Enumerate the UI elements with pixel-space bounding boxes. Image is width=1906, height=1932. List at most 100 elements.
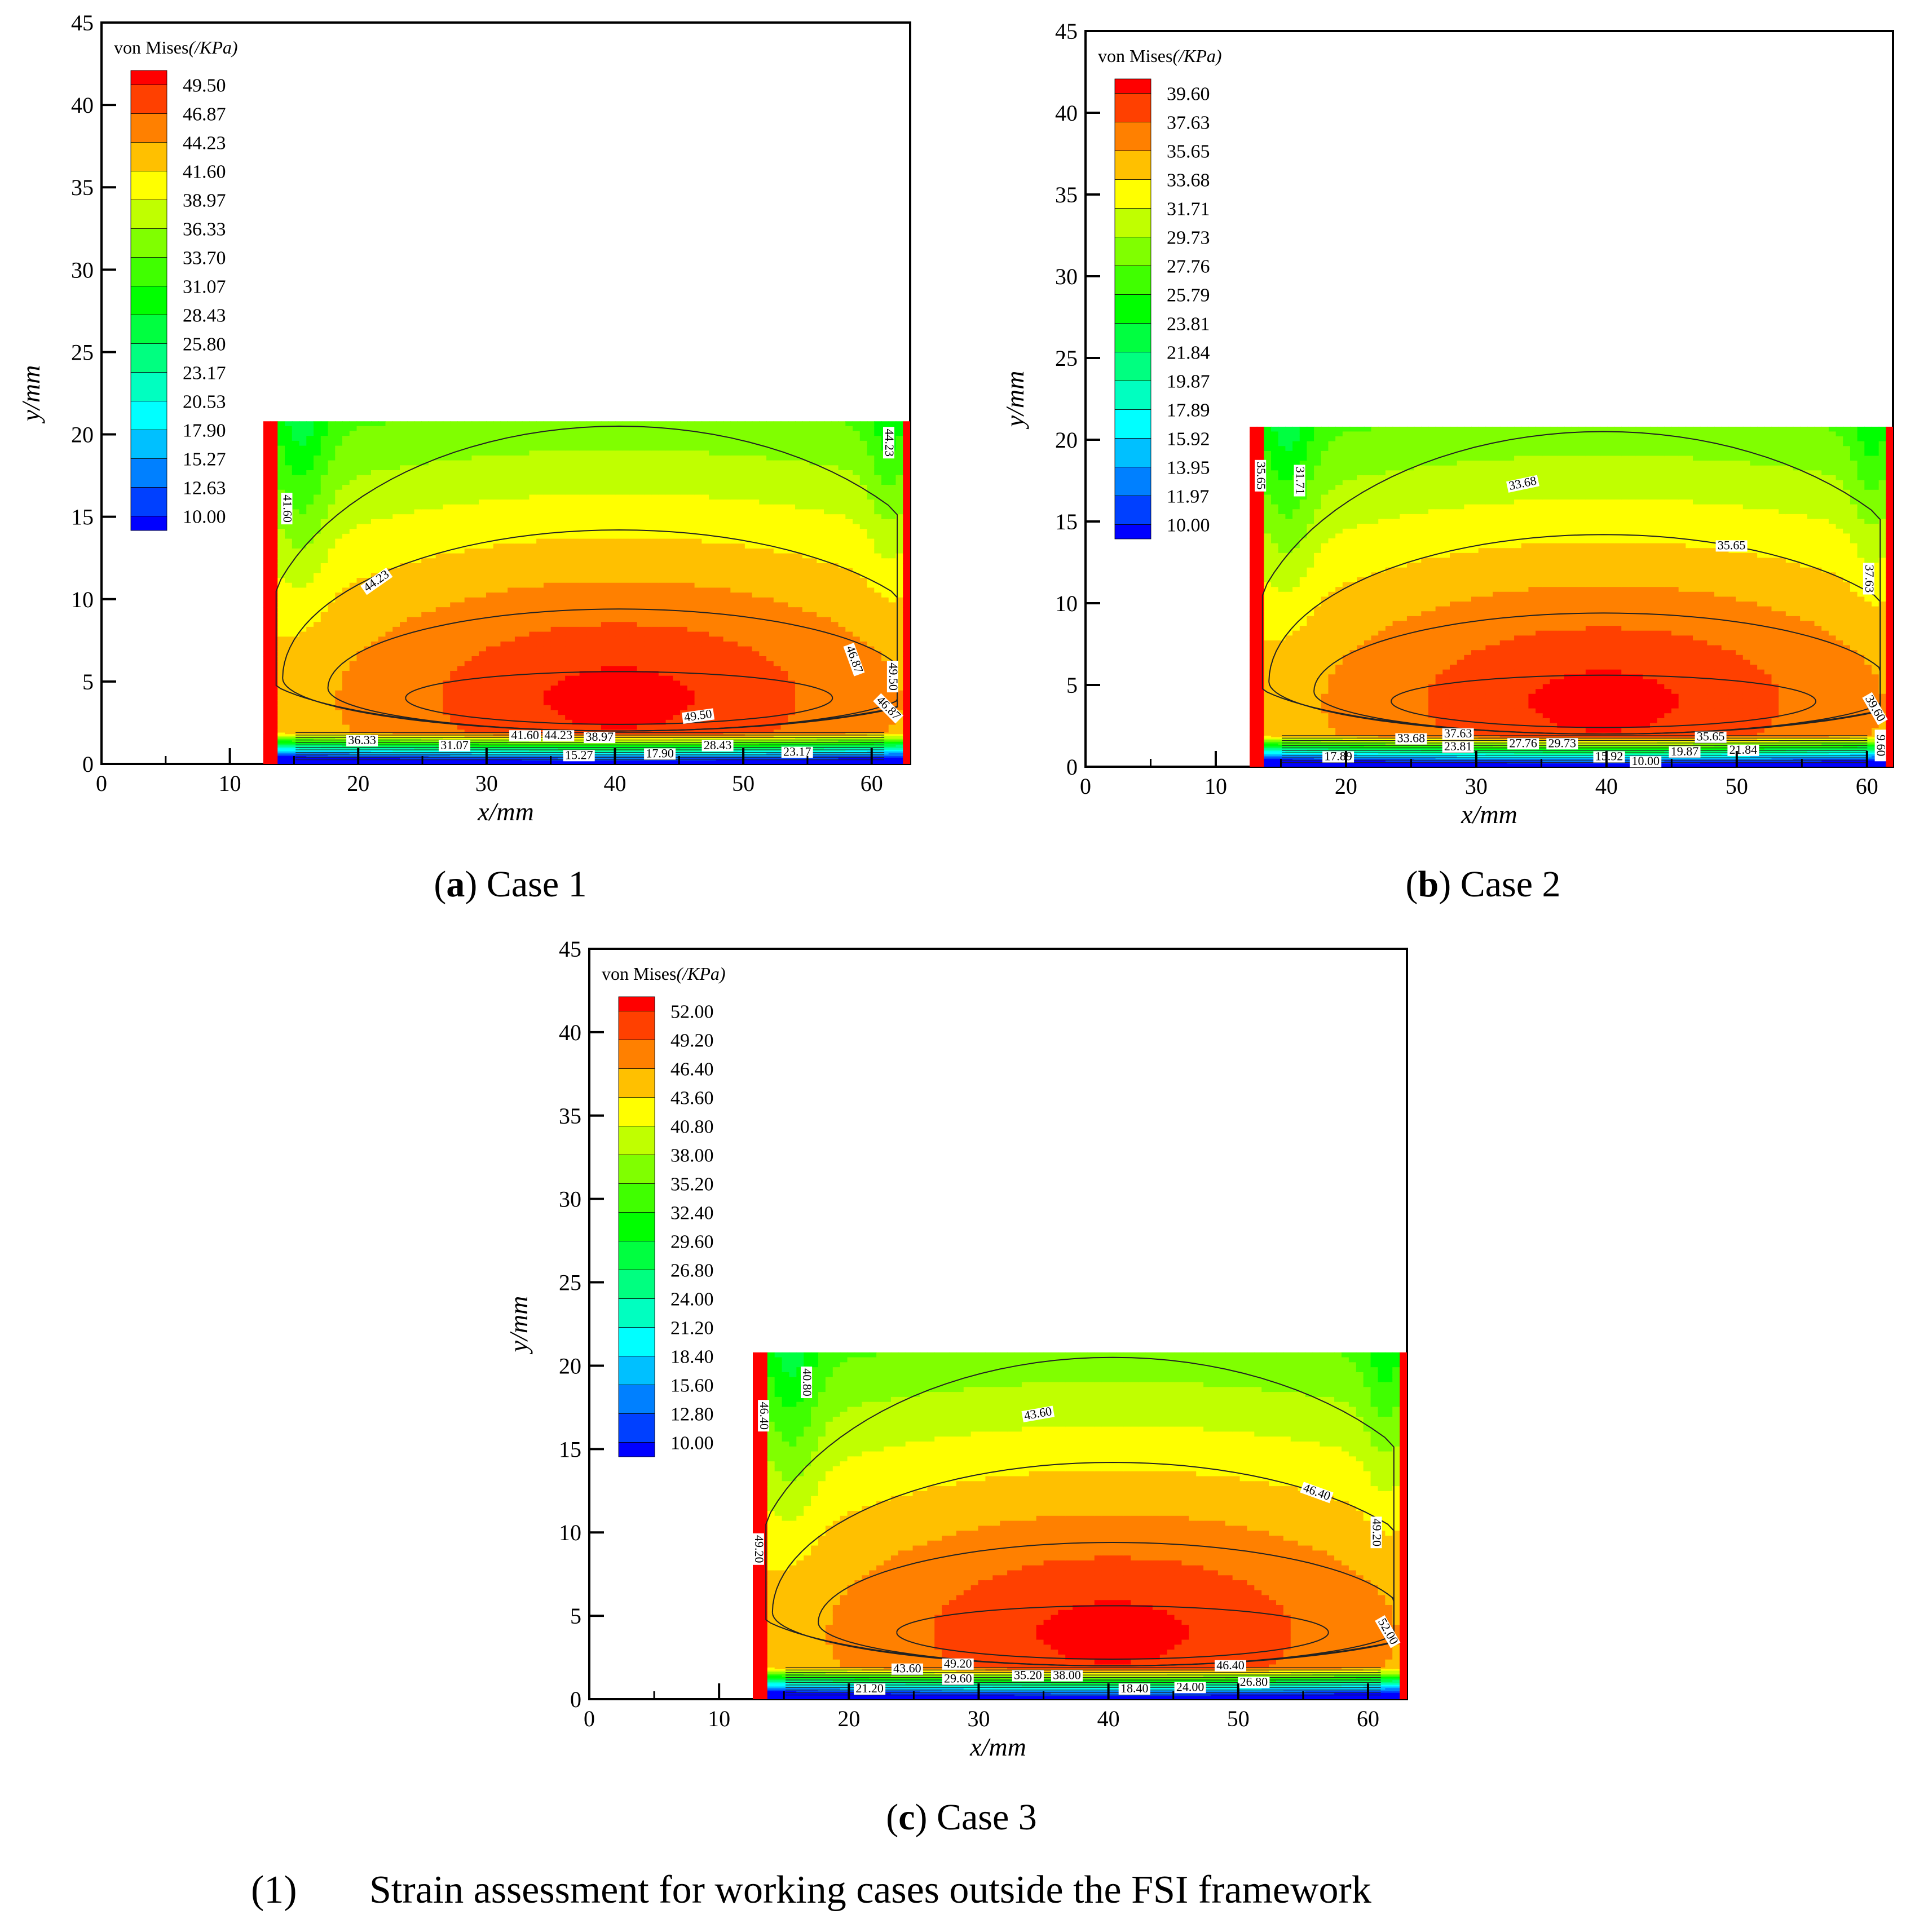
field-cell xyxy=(644,538,652,545)
field-cell xyxy=(471,440,479,446)
field-cell xyxy=(464,470,473,476)
field-cell xyxy=(586,641,594,647)
field-cell xyxy=(730,641,738,647)
field-cell xyxy=(464,524,473,529)
field-cell xyxy=(407,489,415,496)
field-cell xyxy=(608,651,616,657)
field-cell xyxy=(651,666,659,671)
field-cell xyxy=(730,426,738,432)
field-cell xyxy=(378,597,386,603)
field-cell xyxy=(414,460,422,466)
field-cell xyxy=(572,582,580,589)
field-cell xyxy=(263,509,271,515)
field-cell xyxy=(421,529,429,534)
field-cell xyxy=(572,597,580,603)
field-cell xyxy=(385,593,394,598)
field-cell xyxy=(565,631,573,638)
field-cell xyxy=(529,436,537,441)
field-cell xyxy=(414,602,422,608)
field-cell xyxy=(673,666,681,671)
field-cell xyxy=(270,524,279,529)
field-cell xyxy=(529,548,537,554)
field-cell xyxy=(716,455,724,461)
field-cell xyxy=(680,671,688,677)
field-cell xyxy=(586,597,594,603)
field-cell xyxy=(586,705,594,711)
field-cell xyxy=(306,465,314,471)
field-cell xyxy=(629,426,638,432)
field-cell xyxy=(730,617,738,622)
field-cell xyxy=(680,489,688,496)
field-cell xyxy=(586,563,594,569)
field-cell xyxy=(464,641,473,647)
field-cell xyxy=(285,612,293,618)
field-cell xyxy=(277,485,285,490)
field-cell xyxy=(586,631,594,638)
field-cell xyxy=(277,475,285,481)
field-cell xyxy=(644,529,652,534)
field-cell xyxy=(752,445,760,452)
field-cell xyxy=(292,509,300,515)
field-cell xyxy=(320,489,329,496)
field-cell xyxy=(601,626,609,633)
field-cell xyxy=(407,465,415,471)
field-cell xyxy=(277,480,285,485)
field-cell xyxy=(536,646,544,652)
field-cell xyxy=(738,573,745,578)
field-cell xyxy=(314,573,321,578)
field-cell xyxy=(435,426,444,432)
field-cell xyxy=(285,661,293,667)
field-cell xyxy=(752,475,760,481)
field-cell xyxy=(529,636,537,642)
field-cell xyxy=(637,519,645,525)
field-cell xyxy=(486,489,494,496)
field-cell xyxy=(335,504,343,510)
field-cell xyxy=(443,465,451,471)
field-cell xyxy=(356,719,365,726)
field-cell xyxy=(414,690,422,696)
field-cell xyxy=(773,440,782,446)
field-cell xyxy=(608,690,616,696)
field-cell xyxy=(536,593,544,598)
field-cell xyxy=(752,710,760,715)
field-cell xyxy=(342,671,350,677)
field-cell xyxy=(608,680,616,686)
field-cell xyxy=(443,656,451,662)
field-cell xyxy=(586,700,594,706)
field-cell xyxy=(328,686,336,691)
field-cell xyxy=(615,700,623,706)
field-cell xyxy=(335,719,343,726)
field-cell xyxy=(514,631,523,638)
field-cell xyxy=(665,440,674,446)
field-cell xyxy=(709,431,717,437)
field-cell xyxy=(565,724,573,731)
field-cell xyxy=(457,553,465,559)
field-cell xyxy=(586,533,594,540)
field-cell xyxy=(651,475,659,481)
field-cell xyxy=(428,475,436,481)
field-cell xyxy=(471,436,479,441)
field-cell xyxy=(637,485,645,490)
field-cell xyxy=(263,455,271,461)
field-cell xyxy=(407,538,415,545)
field-cell xyxy=(680,563,688,569)
field-cell xyxy=(414,578,422,583)
field-cell xyxy=(623,602,630,608)
field-cell xyxy=(543,504,551,510)
field-cell xyxy=(594,646,602,652)
field-cell xyxy=(356,475,365,481)
field-cell xyxy=(392,489,400,496)
field-cell xyxy=(536,597,544,603)
field-cell xyxy=(608,543,616,549)
field-cell xyxy=(270,460,279,466)
field-cell xyxy=(320,445,329,452)
field-cell xyxy=(277,636,285,642)
field-cell xyxy=(709,671,717,677)
field-cell xyxy=(558,514,566,520)
field-cell xyxy=(623,548,630,554)
field-cell xyxy=(263,440,271,446)
field-cell xyxy=(407,622,415,627)
field-cell xyxy=(651,436,659,441)
field-cell xyxy=(464,475,473,481)
field-cell xyxy=(443,460,451,466)
